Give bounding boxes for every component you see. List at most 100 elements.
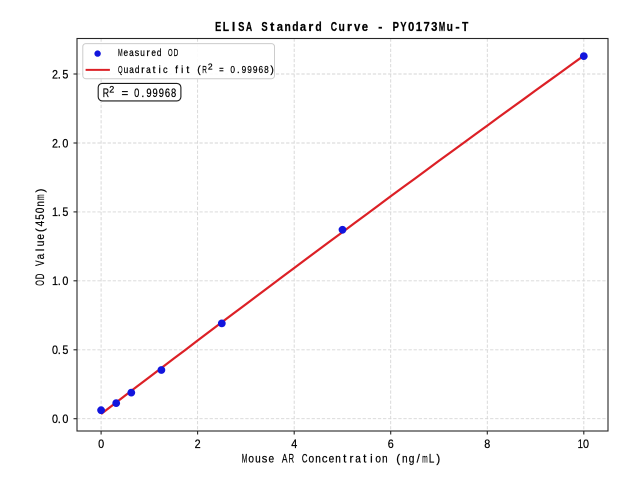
svg-text:4: 4 <box>34 220 47 226</box>
svg-text:.: . <box>58 343 61 357</box>
svg-text:u: u <box>447 19 453 34</box>
svg-text:t: t <box>153 65 156 76</box>
svg-text:Y: Y <box>400 19 407 34</box>
svg-text:3: 3 <box>431 19 437 34</box>
svg-text:c: c <box>163 65 168 76</box>
svg-text:n: n <box>315 453 321 466</box>
svg-text:A: A <box>282 453 288 466</box>
svg-text:-: - <box>455 19 459 34</box>
svg-text:4: 4 <box>291 437 297 451</box>
svg-text:(: ( <box>396 453 400 466</box>
svg-text:.: . <box>58 136 61 150</box>
svg-text:l: l <box>34 249 47 252</box>
svg-text:E: E <box>215 19 222 34</box>
svg-text:r: r <box>308 19 313 34</box>
svg-text:e: e <box>124 48 129 59</box>
svg-text:): ) <box>270 65 273 76</box>
svg-text:R: R <box>202 65 207 76</box>
svg-text:A: A <box>246 19 252 34</box>
svg-text:.: . <box>141 88 144 100</box>
svg-text:L: L <box>429 453 435 466</box>
svg-text:o: o <box>248 453 254 466</box>
svg-text:P: P <box>393 19 400 34</box>
svg-text:.: . <box>58 67 61 81</box>
svg-text:(: ( <box>197 65 201 76</box>
svg-text:r: r <box>146 48 150 59</box>
svg-text:6: 6 <box>259 65 264 76</box>
svg-text:2: 2 <box>208 61 213 71</box>
svg-text:n: n <box>382 453 388 466</box>
svg-text:0: 0 <box>62 136 68 150</box>
svg-text:R: R <box>289 453 295 466</box>
svg-text:0: 0 <box>52 412 58 426</box>
svg-text:S: S <box>238 19 245 34</box>
svg-text:t: t <box>270 19 275 34</box>
svg-text:t: t <box>343 453 347 466</box>
svg-text:r: r <box>141 65 145 76</box>
svg-text:9: 9 <box>159 88 164 100</box>
svg-text:e: e <box>268 453 274 466</box>
svg-text:5: 5 <box>62 343 68 357</box>
svg-text:=: = <box>122 88 129 100</box>
svg-text:7: 7 <box>423 19 429 34</box>
svg-text:8: 8 <box>264 65 269 76</box>
svg-text:s: s <box>135 48 140 59</box>
svg-text:9: 9 <box>242 65 247 76</box>
svg-text:5: 5 <box>34 214 47 220</box>
svg-text:u: u <box>124 65 129 76</box>
svg-text:I: I <box>232 19 236 34</box>
svg-text:2: 2 <box>52 67 58 81</box>
svg-text:i: i <box>159 65 161 76</box>
svg-text:u: u <box>255 453 261 466</box>
svg-text:8: 8 <box>171 88 176 100</box>
svg-text:r: r <box>349 453 353 466</box>
svg-text:d: d <box>157 48 162 59</box>
svg-text:6: 6 <box>388 437 394 451</box>
svg-text:e: e <box>151 48 156 59</box>
svg-text:0: 0 <box>62 274 68 288</box>
svg-text:.: . <box>58 205 61 219</box>
svg-text:(: ( <box>34 228 47 232</box>
svg-text:5: 5 <box>62 67 68 81</box>
svg-text:i: i <box>181 65 183 76</box>
svg-text:1: 1 <box>578 437 583 451</box>
svg-text:=: = <box>219 65 224 76</box>
svg-text:a: a <box>277 19 284 34</box>
svg-text:8: 8 <box>484 437 490 451</box>
svg-text:1: 1 <box>52 274 58 288</box>
svg-text:n: n <box>335 453 341 466</box>
svg-text:a: a <box>146 65 151 76</box>
svg-text:n: n <box>284 19 290 34</box>
svg-text:s: s <box>262 453 268 466</box>
svg-text:2: 2 <box>109 85 114 95</box>
svg-text:/: / <box>417 453 421 466</box>
svg-text:a: a <box>300 19 307 34</box>
svg-text:u: u <box>34 241 47 247</box>
svg-text:o: o <box>309 453 315 466</box>
svg-text:n: n <box>34 201 47 207</box>
svg-text:M: M <box>242 453 248 466</box>
svg-text:d: d <box>315 19 321 34</box>
svg-text:t: t <box>363 453 367 466</box>
svg-text:2: 2 <box>52 136 58 150</box>
svg-text:n: n <box>402 453 408 466</box>
svg-text:.: . <box>58 274 61 288</box>
svg-text:0: 0 <box>52 343 58 357</box>
svg-text:c: c <box>322 453 328 466</box>
svg-text:0: 0 <box>583 437 589 451</box>
svg-text:e: e <box>362 19 368 34</box>
svg-text:0: 0 <box>134 88 139 100</box>
svg-text:-: - <box>378 19 382 34</box>
svg-text:0: 0 <box>62 412 68 426</box>
svg-text:v: v <box>354 19 361 34</box>
svg-text:.: . <box>58 412 61 426</box>
svg-text:1: 1 <box>416 19 422 34</box>
svg-text:S: S <box>261 19 268 34</box>
svg-text:M: M <box>118 48 123 59</box>
svg-text:V: V <box>34 260 47 266</box>
svg-text:9: 9 <box>247 65 252 76</box>
svg-text:d: d <box>135 65 140 76</box>
svg-text:0: 0 <box>34 208 47 214</box>
svg-text:5: 5 <box>62 205 68 219</box>
svg-text:0: 0 <box>98 437 104 451</box>
